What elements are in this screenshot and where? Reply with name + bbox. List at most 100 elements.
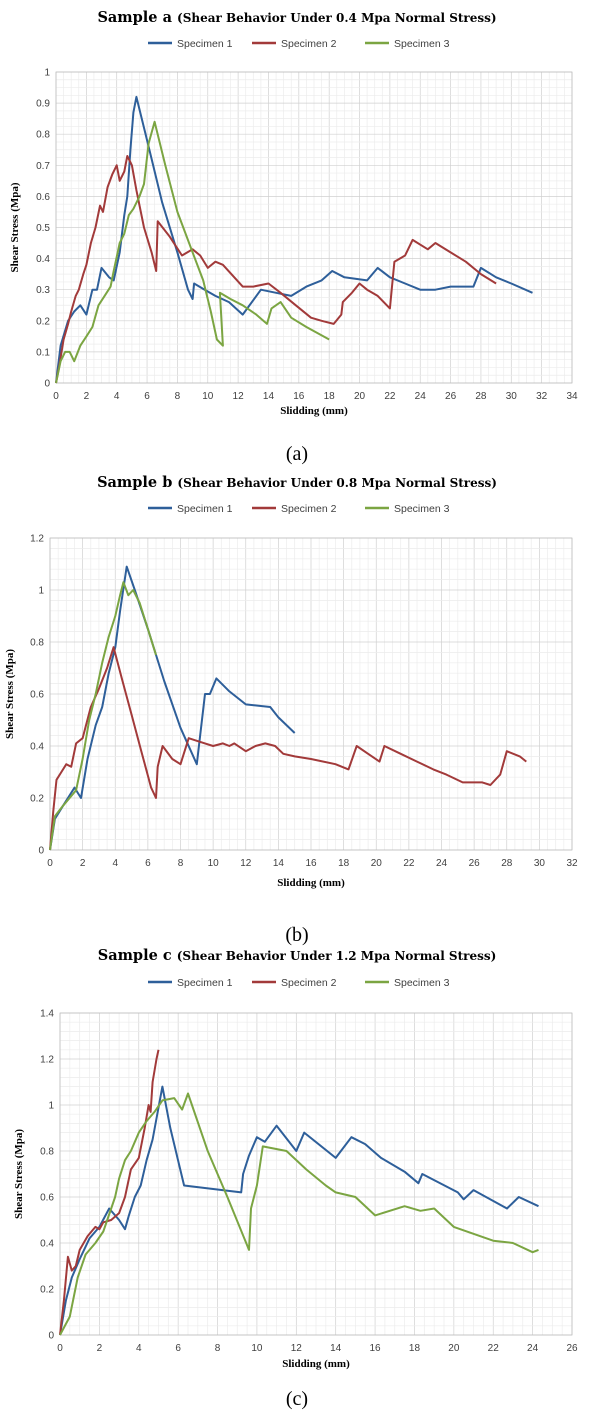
series-line-specimen-2 bbox=[59, 1049, 160, 1336]
series-line-specimen-3 bbox=[49, 581, 157, 851]
y-tick-label: 0.2 bbox=[36, 316, 50, 327]
legend-entry: Specimen 2 bbox=[252, 38, 337, 50]
x-tick-label: 26 bbox=[445, 391, 457, 402]
figure-caption: (b) bbox=[285, 924, 308, 946]
x-tick-label: 16 bbox=[370, 1343, 382, 1354]
x-tick-label: 32 bbox=[536, 391, 548, 402]
chart-title: Sample a (Shear Behavior Under 0.4 Mpa N… bbox=[97, 9, 496, 26]
legend-label: Specimen 1 bbox=[177, 38, 233, 50]
series-line-specimen-1 bbox=[59, 1085, 539, 1336]
plot-area bbox=[59, 1012, 573, 1336]
x-tick-label: 20 bbox=[371, 858, 383, 869]
legend-entry: Specimen 2 bbox=[252, 503, 337, 515]
legend-entry: Specimen 1 bbox=[148, 38, 233, 50]
y-tick-label: 0.1 bbox=[36, 347, 50, 358]
x-tick-label: 12 bbox=[233, 391, 245, 402]
x-tick-label: 18 bbox=[338, 858, 350, 869]
y-tick-label: 0 bbox=[44, 379, 50, 390]
y-tick-label: 0.4 bbox=[40, 1239, 54, 1250]
plot-area bbox=[55, 71, 573, 384]
series-line-specimen-2 bbox=[55, 155, 497, 384]
plot-area bbox=[49, 537, 573, 851]
series-line-specimen-1 bbox=[55, 95, 533, 384]
x-tick-label: 24 bbox=[436, 858, 448, 869]
grid bbox=[55, 71, 573, 384]
y-tick-label: 1 bbox=[48, 1101, 54, 1112]
chart-title: Sample c (Shear Behavior Under 1.2 Mpa N… bbox=[98, 947, 497, 964]
x-tick-label: 2 bbox=[80, 858, 86, 869]
y-tick-label: 0.3 bbox=[36, 285, 50, 296]
y-tick-label: 0.6 bbox=[36, 192, 50, 203]
x-tick-label: 10 bbox=[251, 1343, 263, 1354]
x-tick-label: 22 bbox=[384, 391, 396, 402]
y-tick-label: 0.8 bbox=[30, 638, 44, 649]
y-tick-label: 0 bbox=[48, 1331, 54, 1342]
x-tick-label: 6 bbox=[175, 1343, 181, 1354]
x-tick-label: 0 bbox=[57, 1343, 63, 1354]
chart-title-sample: Sample a bbox=[97, 9, 177, 26]
figure-caption: (c) bbox=[286, 1388, 308, 1410]
x-tick-label: 6 bbox=[145, 858, 151, 869]
x-tick-label: 20 bbox=[354, 391, 366, 402]
grid bbox=[59, 1012, 573, 1336]
x-tick-label: 12 bbox=[240, 858, 252, 869]
series-line-specimen-3 bbox=[59, 1092, 539, 1336]
series-line-specimen-2 bbox=[49, 646, 527, 851]
legend-entry: Specimen 3 bbox=[365, 503, 450, 515]
y-tick-label: 0.7 bbox=[36, 161, 50, 172]
x-tick-label: 16 bbox=[305, 858, 317, 869]
x-tick-label: 10 bbox=[208, 858, 220, 869]
legend-label: Specimen 1 bbox=[177, 977, 233, 989]
y-tick-label: 1.2 bbox=[30, 534, 44, 545]
x-tick-label: 6 bbox=[144, 391, 150, 402]
chart-title-detail: (Shear Behavior Under 0.8 Mpa Normal Str… bbox=[177, 476, 497, 490]
x-tick-label: 12 bbox=[291, 1343, 303, 1354]
x-tick-label: 14 bbox=[330, 1343, 342, 1354]
x-tick-label: 28 bbox=[475, 391, 487, 402]
y-tick-label: 0.8 bbox=[36, 130, 50, 141]
x-tick-label: 30 bbox=[534, 858, 546, 869]
x-tick-label: 34 bbox=[566, 391, 578, 402]
x-tick-label: 32 bbox=[566, 858, 578, 869]
chart-title-sample: Sample b bbox=[97, 474, 177, 491]
legend-label: Specimen 3 bbox=[394, 977, 450, 989]
y-axis-label: Shear Stress (Mpa) bbox=[13, 1129, 25, 1219]
x-tick-label: 26 bbox=[566, 1343, 578, 1354]
y-axis-label: Shear Stress (Mpa) bbox=[4, 649, 16, 739]
y-tick-label: 0.4 bbox=[36, 254, 50, 265]
x-tick-label: 8 bbox=[215, 1343, 221, 1354]
legend-entry: Specimen 2 bbox=[252, 977, 337, 989]
x-tick-label: 26 bbox=[469, 858, 481, 869]
x-tick-label: 2 bbox=[97, 1343, 103, 1354]
y-tick-label: 1.4 bbox=[40, 1009, 54, 1020]
y-tick-label: 0.6 bbox=[30, 690, 44, 701]
legend-label: Specimen 3 bbox=[394, 38, 450, 50]
y-tick-label: 0.2 bbox=[40, 1285, 54, 1296]
series-line-specimen-3 bbox=[55, 120, 330, 384]
legend-label: Specimen 1 bbox=[177, 503, 233, 515]
legend-label: Specimen 2 bbox=[281, 503, 337, 515]
chart-3: Sample c (Shear Behavior Under 1.2 Mpa N… bbox=[13, 947, 578, 1410]
y-tick-label: 0.8 bbox=[40, 1147, 54, 1158]
x-tick-label: 4 bbox=[114, 391, 120, 402]
x-tick-label: 2 bbox=[84, 391, 90, 402]
x-tick-label: 14 bbox=[263, 391, 275, 402]
legend-entry: Specimen 1 bbox=[148, 503, 233, 515]
chart-title-detail: (Shear Behavior Under 0.4 Mpa Normal Str… bbox=[177, 11, 497, 25]
x-tick-label: 18 bbox=[324, 391, 336, 402]
chart-1: Sample a (Shear Behavior Under 0.4 Mpa N… bbox=[9, 9, 578, 465]
y-tick-label: 1.2 bbox=[40, 1055, 54, 1066]
x-tick-label: 24 bbox=[527, 1343, 539, 1354]
y-tick-label: 1 bbox=[38, 586, 44, 597]
figure-caption: (a) bbox=[286, 443, 308, 465]
x-tick-label: 8 bbox=[175, 391, 181, 402]
y-tick-label: 0.6 bbox=[40, 1193, 54, 1204]
x-tick-label: 28 bbox=[501, 858, 513, 869]
x-tick-label: 10 bbox=[202, 391, 214, 402]
x-tick-label: 0 bbox=[53, 391, 59, 402]
x-tick-label: 24 bbox=[415, 391, 427, 402]
y-tick-label: 0.5 bbox=[36, 223, 50, 234]
x-tick-label: 22 bbox=[403, 858, 415, 869]
x-axis-label: Slidding (mm) bbox=[280, 405, 348, 417]
